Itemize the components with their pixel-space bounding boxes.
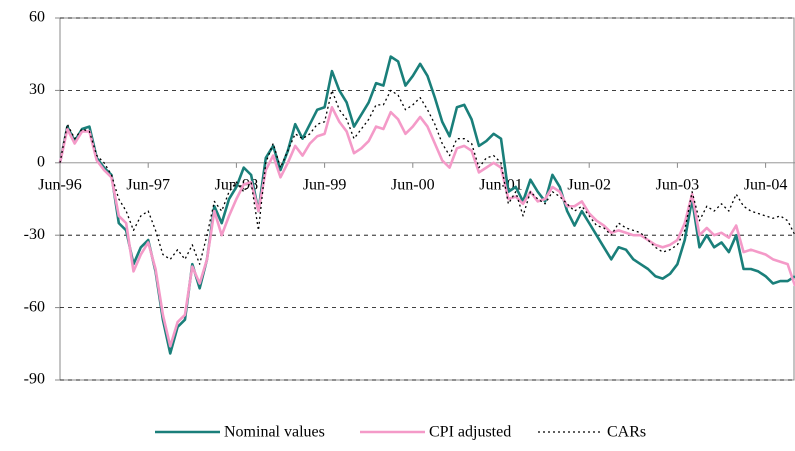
y-tick-label: 30: [29, 81, 45, 98]
x-tick-label: Jun-00: [391, 176, 435, 193]
series-line: [58, 105, 795, 348]
x-tick-label: Jun-03: [656, 176, 700, 193]
x-tick-label: Jun-99: [303, 176, 347, 193]
x-tick-label: Jun-97: [126, 176, 170, 193]
legend: Nominal values CPI adjusted CARs: [155, 424, 646, 441]
y-tick-label: -90: [24, 371, 45, 388]
plot-frame: [59, 17, 795, 381]
x-tick-label: Jun-02: [567, 176, 611, 193]
y-tick-label: -30: [24, 226, 45, 243]
x-tick-label: Jun-01: [479, 176, 523, 193]
legend-label: CARs: [607, 424, 646, 441]
legend-label: Nominal values: [224, 424, 325, 441]
legend-item: CARs: [538, 424, 646, 441]
legend-label: CPI adjusted: [429, 424, 511, 441]
legend-item: CPI adjusted: [360, 424, 511, 441]
y-tick-label: -60: [24, 298, 45, 315]
y-tick-label: 60: [29, 9, 45, 26]
legend-item: Nominal values: [155, 424, 325, 441]
y-tick-label: 0: [37, 153, 45, 170]
x-tick-label: Jun-96: [38, 176, 82, 193]
series-line: [58, 55, 795, 355]
series-line: [59, 89, 795, 265]
x-tick-label: Jun-04: [744, 176, 788, 193]
